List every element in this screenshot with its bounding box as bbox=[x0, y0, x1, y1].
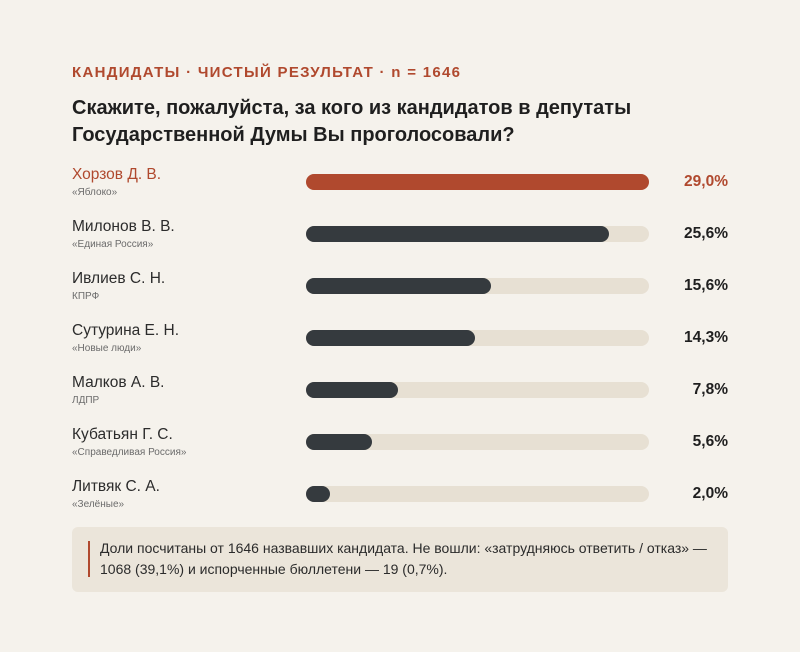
candidate-party: ЛДПР bbox=[72, 395, 100, 406]
bar-value-label: 14,3% bbox=[684, 329, 728, 346]
bar-track bbox=[306, 278, 649, 294]
bar-value-label: 29,0% bbox=[684, 173, 728, 190]
footnote-box: Доли посчитаны от 1646 назвавших кандида… bbox=[72, 527, 728, 592]
bar-fill bbox=[306, 382, 399, 398]
candidate-bar-list: Хорзов Д. В. «Яблоко» 29,0% Милонов В. В. «Е… bbox=[72, 166, 732, 530]
candidate-name: Сутурина Е. Н. bbox=[72, 322, 180, 339]
candidate-name: Литвяк С. А. bbox=[72, 478, 160, 495]
candidate-party: «Справедливая Россия» bbox=[72, 447, 187, 458]
bar-track bbox=[306, 486, 649, 502]
bar-track bbox=[306, 330, 649, 346]
chart-kicker: КАНДИДАТЫ · ЧИСТЫЙ РЕЗУЛЬТАТ · n = 1646 bbox=[72, 64, 462, 81]
bar-track bbox=[306, 434, 649, 450]
candidate-name: Малков А. В. bbox=[72, 374, 165, 391]
bar-track bbox=[306, 226, 649, 242]
candidate-name: Хорзов Д. В. bbox=[72, 166, 162, 183]
bar-value-label: 5,6% bbox=[692, 433, 728, 450]
chart-title: Скажите, пожалуйста, за кого из кандидат… bbox=[72, 97, 632, 146]
bar-value-label: 15,6% bbox=[684, 277, 728, 294]
bar-value-label: 2,0% bbox=[692, 485, 728, 502]
candidate-row: Ивлиев С. Н. КПРФ 15,6% bbox=[72, 270, 732, 322]
bar-track bbox=[306, 382, 649, 398]
candidate-row: Кубатьян Г. С. «Справедливая Россия» 5,6% bbox=[72, 426, 732, 478]
bar-fill bbox=[306, 330, 476, 346]
footnote-text: Доли посчитаны от 1646 назвавших кандида… bbox=[100, 540, 707, 577]
candidate-name: Кубатьян Г. С. bbox=[72, 426, 173, 443]
bar-fill bbox=[306, 486, 330, 502]
bar-fill bbox=[306, 278, 491, 294]
candidate-row: Милонов В. В. «Единая Россия» 25,6% bbox=[72, 218, 732, 270]
candidate-party: «Яблоко» bbox=[72, 187, 118, 198]
bar-track bbox=[306, 174, 649, 190]
candidate-party: «Новые люди» bbox=[72, 343, 142, 354]
candidate-name: Милонов В. В. bbox=[72, 218, 175, 235]
candidate-row: Сутурина Е. Н. «Новые люди» 14,3% bbox=[72, 322, 732, 374]
candidate-party: «Зелёные» bbox=[72, 499, 125, 510]
footnote-accent-bar bbox=[88, 541, 90, 577]
bar-fill bbox=[306, 434, 373, 450]
bar-fill bbox=[306, 226, 609, 242]
bar-value-label: 25,6% bbox=[684, 225, 728, 242]
bar-value-label: 7,8% bbox=[692, 381, 728, 398]
candidate-row: Малков А. В. ЛДПР 7,8% bbox=[72, 374, 732, 426]
candidate-name: Ивлиев С. Н. bbox=[72, 270, 166, 287]
candidate-row: Хорзов Д. В. «Яблоко» 29,0% bbox=[72, 166, 732, 218]
candidate-row: Литвяк С. А. «Зелёные» 2,0% bbox=[72, 478, 732, 530]
candidate-party: «Единая Россия» bbox=[72, 239, 154, 250]
bar-fill bbox=[306, 174, 649, 190]
candidate-party: КПРФ bbox=[72, 291, 100, 302]
